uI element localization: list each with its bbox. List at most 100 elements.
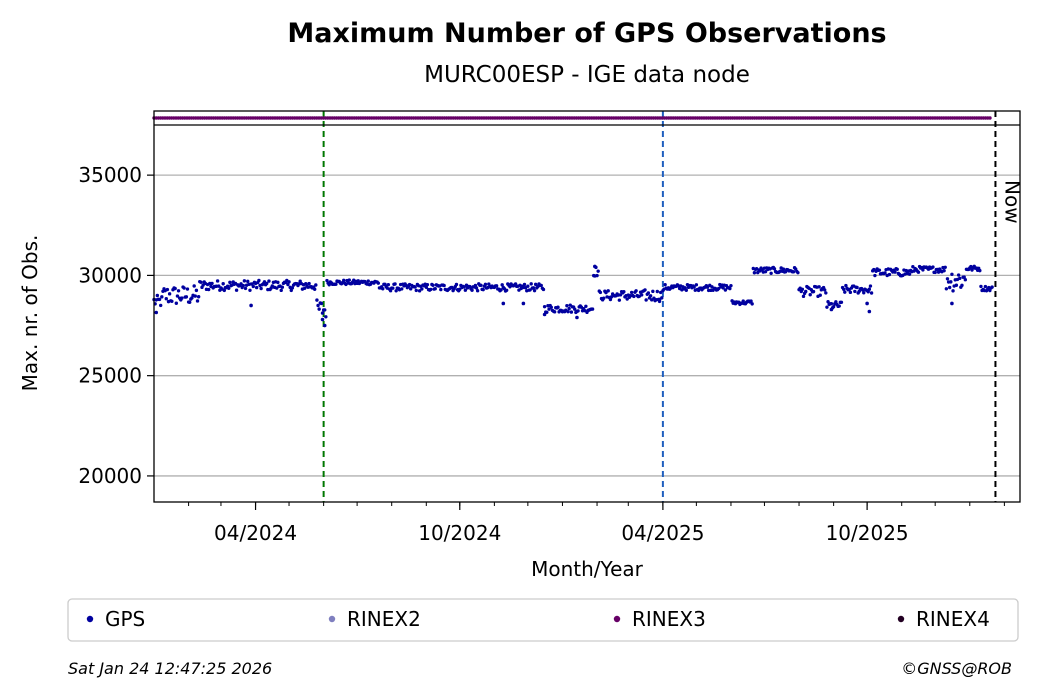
- gps-outlier-point: [657, 297, 662, 302]
- gps-point: [532, 288, 537, 293]
- gps-outlier-point: [865, 301, 869, 306]
- gps-point: [542, 304, 547, 309]
- gps-point: [950, 272, 954, 276]
- gps-point: [481, 287, 485, 292]
- gps-point: [866, 290, 870, 294]
- gps-point: [227, 286, 231, 290]
- gps-point: [867, 287, 872, 291]
- gps-point: [887, 272, 892, 277]
- gps-point: [862, 291, 866, 295]
- gps-point: [916, 270, 921, 274]
- rinex-strip: [152, 116, 992, 120]
- gps-point: [893, 270, 897, 274]
- gps-point: [347, 278, 351, 282]
- gps-point: [499, 288, 503, 292]
- y-tick-label-20000: 20000: [78, 464, 142, 488]
- gps-point: [811, 289, 816, 294]
- legend-label-rinex4: RINEX4: [916, 607, 990, 631]
- gps-point: [873, 273, 877, 278]
- chart-subtitle: MURC00ESP - IGE data node: [424, 62, 750, 88]
- gps-point: [632, 294, 636, 299]
- gps-point: [195, 299, 200, 303]
- gps-point: [539, 283, 543, 288]
- gps-point: [895, 267, 899, 272]
- gps-point: [317, 307, 321, 311]
- gps-point: [417, 289, 422, 293]
- gps-point: [242, 279, 247, 283]
- gps-point: [644, 298, 648, 302]
- gps-point: [606, 289, 610, 293]
- gps-point: [257, 278, 261, 283]
- gps-point: [573, 307, 577, 311]
- gps-point: [470, 288, 474, 292]
- gps-point: [157, 297, 162, 302]
- gps-point: [749, 299, 753, 303]
- gps-point: [222, 288, 227, 293]
- gps-point: [643, 288, 647, 292]
- gps-point: [313, 287, 317, 291]
- gps-point: [729, 283, 733, 288]
- gps-point: [841, 287, 846, 291]
- gps-outlier-point: [521, 301, 526, 306]
- gps-point: [388, 289, 393, 293]
- gps-outlier-point: [542, 312, 547, 317]
- legend: GPS RINEX2 RINEX3 RINEX4: [67, 598, 1019, 642]
- gps-point: [549, 305, 553, 309]
- gps-point: [160, 295, 164, 299]
- gps-point: [400, 287, 404, 291]
- gps-point: [931, 265, 935, 269]
- gps-point: [267, 279, 271, 283]
- gps-point: [791, 270, 796, 274]
- gps-point: [552, 310, 557, 314]
- gps-point: [648, 294, 653, 298]
- gps-point: [243, 286, 248, 291]
- gps-point: [855, 285, 859, 290]
- gps-point: [598, 290, 603, 295]
- gps-point: [376, 281, 381, 285]
- gps-point: [868, 284, 873, 288]
- gps-point: [526, 284, 530, 288]
- gps-point: [159, 303, 163, 308]
- gps-outlier-point: [950, 301, 954, 306]
- gps-point: [442, 283, 446, 288]
- gps-point: [608, 297, 613, 302]
- gps-point: [823, 288, 827, 292]
- gps-point: [167, 292, 172, 296]
- gps-point: [853, 289, 857, 294]
- rinex3-point: [988, 116, 992, 120]
- x-axis-label: Month/Year: [531, 557, 644, 581]
- gps-point: [947, 285, 952, 290]
- gps-point: [831, 305, 836, 309]
- gps-point: [801, 294, 806, 299]
- gps-point: [522, 282, 527, 287]
- gps-point: [394, 289, 398, 293]
- gps-point: [408, 287, 413, 291]
- gps-point: [165, 287, 170, 292]
- gps-point: [826, 300, 830, 304]
- gps-point: [942, 269, 946, 273]
- gps-point: [324, 315, 328, 319]
- legend-box: [67, 598, 1019, 642]
- gps-point: [763, 269, 768, 274]
- gps-point: [463, 288, 468, 292]
- gps-point: [944, 287, 949, 291]
- gps-point: [848, 290, 853, 295]
- gps-point: [781, 267, 786, 271]
- gps-point: [494, 284, 499, 288]
- gps-point: [433, 287, 437, 291]
- gps-point: [796, 270, 800, 275]
- x-tick-label-2: 04/2025: [621, 521, 704, 545]
- gps-point: [629, 290, 634, 295]
- gps-point: [473, 283, 478, 288]
- gps-point: [290, 286, 295, 290]
- gps-point: [945, 277, 950, 281]
- gps-point: [721, 286, 725, 290]
- gps-point: [576, 309, 580, 313]
- gps-point: [420, 287, 424, 291]
- gps-point: [366, 279, 370, 283]
- gps-point: [824, 291, 828, 295]
- gps-point: [254, 285, 259, 290]
- gps-point: [963, 278, 968, 282]
- gps-point: [533, 282, 538, 287]
- gps-point: [199, 280, 203, 284]
